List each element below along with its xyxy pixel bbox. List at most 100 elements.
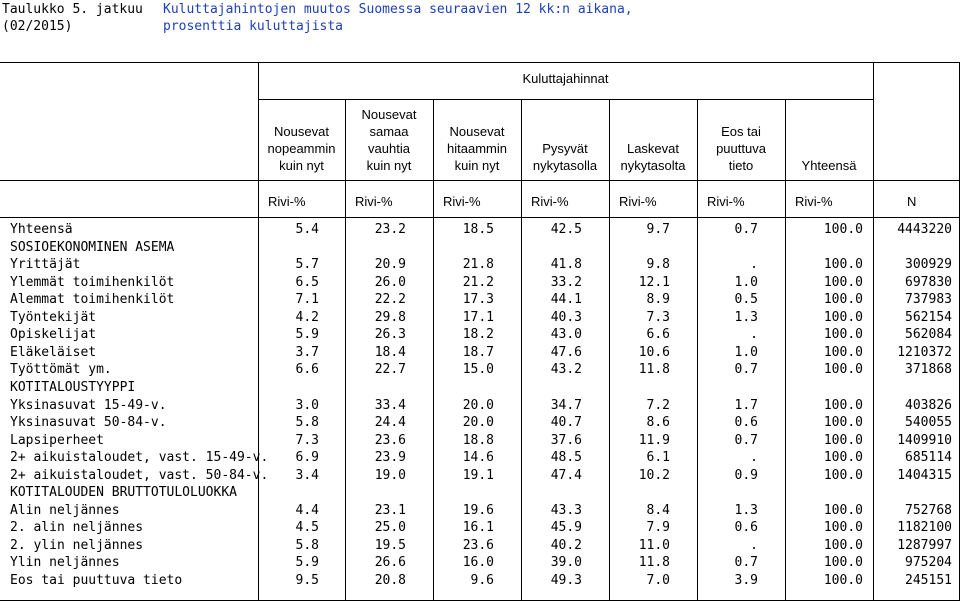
table-rule xyxy=(258,99,873,100)
table-cell: 3.4 xyxy=(295,467,319,483)
table-cell: 7.9 xyxy=(646,520,670,536)
table-cell: 5.7 xyxy=(295,257,319,273)
table-cell: 17.1 xyxy=(462,309,494,325)
row-label: Alin neljännes xyxy=(10,502,120,518)
table-cell: 22.7 xyxy=(374,362,406,378)
table-cell: 26.6 xyxy=(374,555,406,571)
table-cell: 100.0 xyxy=(823,520,863,536)
table-cell: 100.0 xyxy=(823,309,863,325)
table-caption-line2: prosenttia kuluttajista xyxy=(163,19,344,34)
table-cell: 21.2 xyxy=(462,274,494,290)
table-row: Yhteensä 5.4 23.2 18.5 42.5 9.7 0.7 100.0 444322… xyxy=(0,222,960,240)
table-cell: 1210372 xyxy=(897,344,952,360)
table-cell: 11.8 xyxy=(638,555,670,571)
row-label: Työttömät ym. xyxy=(10,362,112,378)
table-cell: 42.5 xyxy=(550,222,582,237)
table-cell: 100.0 xyxy=(823,555,863,571)
table-cell: 7.3 xyxy=(646,309,670,325)
column-header-line: Eos tai xyxy=(721,124,761,139)
table-cell: 752768 xyxy=(905,502,952,518)
table-cell: 20.9 xyxy=(374,257,406,273)
table-cell: 18.5 xyxy=(462,222,494,237)
table-cell: 39.0 xyxy=(550,555,582,571)
table-cell: 6.6 xyxy=(646,327,670,343)
table-row: 2+ aikuistaloudet, vast. 15-49-v. 6.9 23.9… xyxy=(0,450,960,468)
row-label: SOSIOEKONOMINEN ASEMA xyxy=(10,239,175,255)
row-label: Ylin neljännes xyxy=(10,555,120,571)
row-label: Lapsiperheet xyxy=(10,432,104,448)
column-header-line: Laskevat xyxy=(626,141,680,156)
table-cell: 685114 xyxy=(905,450,952,466)
table-cell: 3.7 xyxy=(295,344,319,360)
table-cell: 8.9 xyxy=(646,292,670,308)
table-cell: 4443220 xyxy=(897,222,952,237)
table-cell: 18.8 xyxy=(462,432,494,448)
column-header: Nousevat nopeammin kuin nyt xyxy=(258,123,345,174)
table-cell: 48.5 xyxy=(550,450,582,466)
table-cell: 5.8 xyxy=(295,537,319,553)
table-cell: 0.5 xyxy=(734,292,758,308)
row-label: Ylemmät toimihenkilöt xyxy=(10,274,175,290)
column-unit: Rivi-% xyxy=(268,194,306,209)
table-cell: 562154 xyxy=(905,309,952,325)
column-unit: Rivi-% xyxy=(443,194,481,209)
table-cell: 49.3 xyxy=(550,573,582,588)
column-header-line: nykytasolta xyxy=(620,158,686,173)
table-cell: 43.2 xyxy=(550,362,582,378)
column-header: Nousevat samaa vauhtia kuin nyt xyxy=(345,106,433,174)
table-cell: 5.9 xyxy=(295,555,319,571)
table-row: Lapsiperheet 7.3 23.6 18.8 37.6 11.9 0.7 100.0 1… xyxy=(0,433,960,451)
table-cell: 100.0 xyxy=(823,327,863,343)
table-row: 2. ylin neljännes 5.8 19.5 23.6 40.2 11.0. 100… xyxy=(0,538,960,556)
table-number: Taulukko 5. jatkuu xyxy=(2,2,143,17)
table-cell: 41.8 xyxy=(550,257,582,273)
table-cell: 1404315 xyxy=(897,467,952,483)
table-row: Alemmat toimihenkilöt 7.1 22.2 17.3 44.1 8.9 0… xyxy=(0,292,960,310)
table-cell: 37.6 xyxy=(550,432,582,448)
column-unit: Rivi-% xyxy=(355,194,393,209)
table-cell: 7.2 xyxy=(646,397,670,413)
table-cell: 16.0 xyxy=(462,555,494,571)
table-cell: 47.4 xyxy=(550,467,582,483)
table-cell: 0.6 xyxy=(734,520,758,536)
table-cell: 100.0 xyxy=(823,362,863,378)
table-cell: . xyxy=(750,450,758,466)
row-label: 2+ aikuistaloudet, vast. 50-84-v. xyxy=(10,467,269,483)
table-cell: 44.1 xyxy=(550,292,582,308)
table-cell: 18.7 xyxy=(462,344,494,360)
column-divider xyxy=(609,99,610,600)
column-header-line: nykytasolla xyxy=(532,158,598,173)
column-header-line: samaa xyxy=(369,124,409,139)
table-cell: 0.7 xyxy=(734,362,758,378)
table-cell: 23.6 xyxy=(462,537,494,553)
table-cell: 20.0 xyxy=(462,415,494,431)
row-label: Opiskelijat xyxy=(10,327,97,343)
table-cell: 1.0 xyxy=(734,344,758,360)
table-cell: 6.6 xyxy=(295,362,319,378)
table-cell: 8.6 xyxy=(646,415,670,431)
column-unit: Rivi-% xyxy=(795,194,833,209)
column-header-line: nopeammin xyxy=(267,141,336,156)
table-cell: 100.0 xyxy=(823,573,863,588)
column-header-line: vauhtia xyxy=(368,141,410,156)
table-cell: 540055 xyxy=(905,415,952,431)
table-cell: 100.0 xyxy=(823,415,863,431)
table-cell: 21.8 xyxy=(462,257,494,273)
table-cell: . xyxy=(750,327,758,343)
table-cell: 4.2 xyxy=(295,309,319,325)
table-cell: 9.6 xyxy=(470,573,494,588)
column-divider xyxy=(873,62,874,600)
table-cell: 23.6 xyxy=(374,432,406,448)
column-header-line: Pysyvät xyxy=(542,141,588,156)
table-cell: 19.6 xyxy=(462,502,494,518)
table-cell: 371868 xyxy=(905,362,952,378)
table-cell: 975204 xyxy=(905,555,952,571)
table-rule xyxy=(0,180,960,181)
table-cell: 17.3 xyxy=(462,292,494,308)
column-header-line: Yhteensä xyxy=(801,158,857,173)
column-divider xyxy=(258,62,259,600)
table-cell: 3.9 xyxy=(734,573,758,588)
table-row: Työntekijät 4.2 29.8 17.1 40.3 7.3 1.3 100.0 562… xyxy=(0,310,960,328)
row-label: Yksinasuvat 15-49-v. xyxy=(10,397,167,413)
table-cell: 300929 xyxy=(905,257,952,273)
